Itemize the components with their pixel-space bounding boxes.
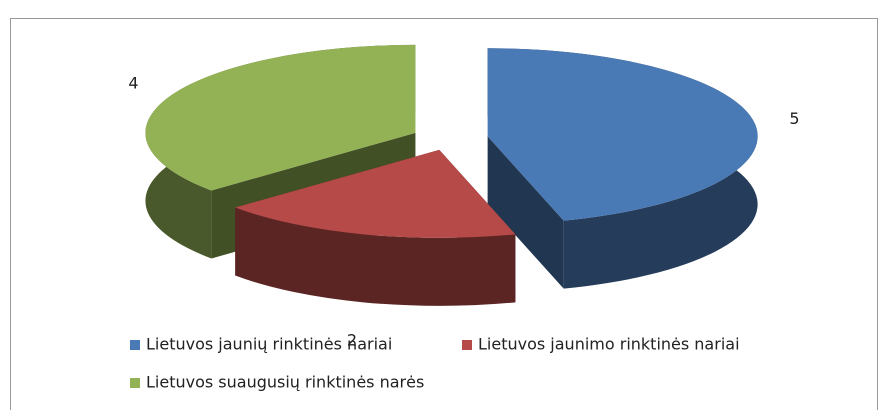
slice-top	[235, 149, 516, 238]
slice-top	[145, 44, 416, 191]
pie-slice	[235, 149, 516, 306]
slice-wall	[487, 136, 564, 289]
legend-swatch	[130, 378, 140, 388]
legend-label: Lietuvos jaunimo rinktinės nariai	[478, 335, 740, 354]
pie-slice	[487, 48, 758, 289]
legend-swatch	[130, 340, 140, 350]
slice-side	[235, 207, 516, 306]
data-label: 5	[789, 109, 799, 128]
legend-label: Lietuvos suaugusių rinktinės narės	[146, 373, 424, 392]
data-label: 4	[128, 73, 138, 92]
slice-top	[487, 48, 758, 221]
legend-label: Lietuvos jaunių rinktinės nariai	[146, 335, 392, 354]
data-label: 2	[347, 331, 357, 350]
legend-swatch	[462, 340, 472, 350]
